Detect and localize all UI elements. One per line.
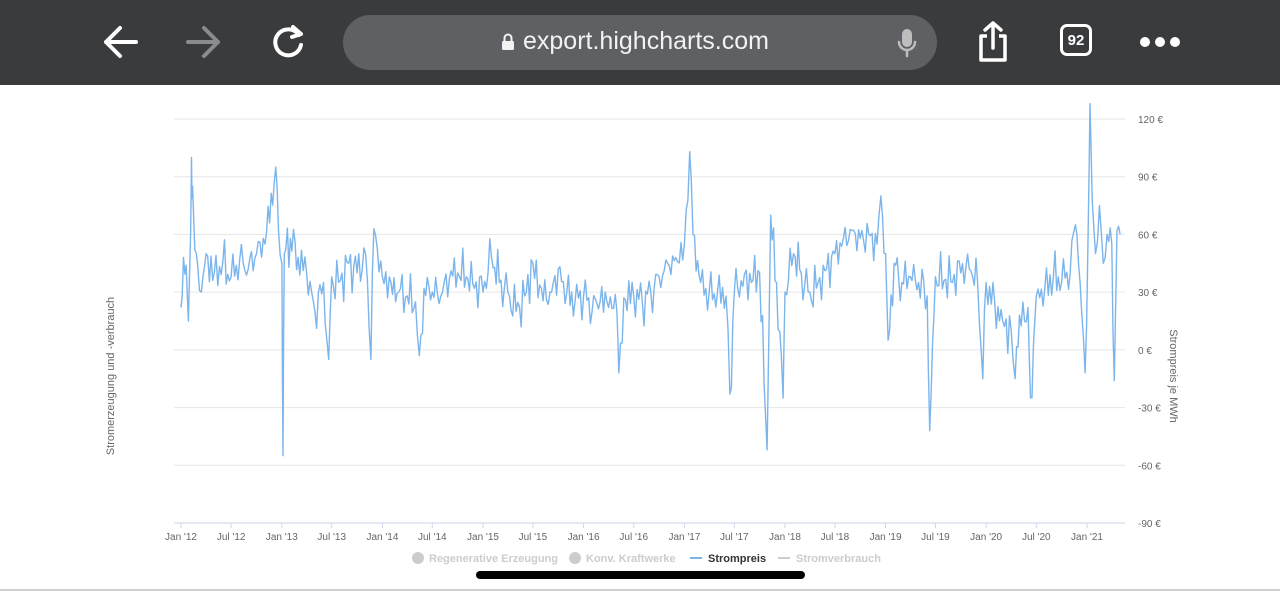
y-tick-label: 120 € [1138, 115, 1163, 126]
legend-symbol [412, 552, 424, 564]
x-tick-label: Jan '17 [668, 532, 700, 543]
x-tick-label: Jul '13 [317, 532, 346, 543]
x-tick-label: Jan '14 [366, 532, 398, 543]
x-tick-label: Jul '20 [1022, 532, 1051, 543]
x-tick-label: Jan '18 [769, 532, 801, 543]
x-tick-label: Jul '18 [821, 532, 850, 543]
series-strompreis [180, 102, 1121, 457]
y-tick-label: 60 € [1138, 230, 1158, 241]
legend: Regenerative Erzeugung Konv. Kraftwerke St… [412, 552, 881, 565]
x-tick-label: Jul '19 [921, 532, 950, 543]
legend-item-1[interactable]: Regenerative Erzeugung [429, 553, 558, 565]
legend-item-2[interactable]: Konv. Kraftwerke [586, 553, 676, 565]
browser-toolbar: export.highcharts.com 92 [0, 0, 1280, 85]
x-tick-label: Jul '15 [519, 532, 548, 543]
home-indicator [476, 571, 805, 579]
address-bar[interactable]: export.highcharts.com [343, 15, 937, 70]
x-tick-label: Jul '12 [217, 532, 246, 543]
x-tick-label: Jul '16 [619, 532, 648, 543]
reload-icon[interactable] [266, 22, 310, 62]
x-tick-label: Jul '17 [720, 532, 749, 543]
more-icon[interactable] [1138, 32, 1182, 52]
y-axis-right: 120 € 90 € 60 € 30 € 0 € -30 € -60 € -90 € [1138, 115, 1163, 530]
series-line-strompreis [180, 102, 1121, 457]
grid-lines [174, 118, 1125, 524]
y-tick-label: 0 € [1138, 346, 1152, 357]
forward-arrow-icon[interactable] [182, 22, 226, 62]
x-tick-label: Jul '14 [418, 532, 447, 543]
back-arrow-icon[interactable] [98, 22, 142, 62]
y-axis-left-title: Stromerzeugung und -verbrauch [105, 297, 117, 455]
y-tick-label: 90 € [1138, 173, 1158, 184]
tabs-icon[interactable]: 92 [1060, 24, 1092, 56]
microphone-icon[interactable] [895, 27, 919, 59]
x-tick-label: Jan '12 [165, 532, 197, 543]
x-tick-label: Jan '19 [870, 532, 902, 543]
y-tick-label: -30 € [1138, 404, 1161, 415]
x-tick-label: Jan '13 [266, 532, 298, 543]
x-tick-label: Jan '20 [970, 532, 1002, 543]
x-axis: Jan '12 Jul '12 Jan '13 Jul '13 Jan '14 Jul '… [165, 522, 1125, 543]
legend-item-4[interactable]: Stromverbrauch [796, 553, 881, 565]
share-icon[interactable] [972, 18, 1014, 64]
url-text: export.highcharts.com [523, 27, 769, 55]
strompreis-chart: Jan '12 Jul '12 Jan '13 Jul '13 Jan '14 Jul '… [105, 102, 1179, 565]
bottom-divider [0, 589, 1280, 591]
legend-item-3[interactable]: Strompreis [708, 553, 766, 565]
y-tick-label: -60 € [1138, 461, 1161, 472]
x-tick-label: Jan '15 [467, 532, 499, 543]
chart-container: Jan '12 Jul '12 Jan '13 Jul '13 Jan '14 Jul '… [0, 85, 1280, 591]
y-tick-label: 30 € [1138, 288, 1158, 299]
x-tick-label: Jan '16 [568, 532, 600, 543]
lock-icon [500, 31, 516, 53]
y-tick-label: -90 € [1138, 519, 1161, 530]
y-axis-right-title: Strompreis je MWh [1167, 329, 1179, 423]
x-tick-label: Jan '21 [1071, 532, 1103, 543]
legend-symbol [569, 552, 581, 564]
